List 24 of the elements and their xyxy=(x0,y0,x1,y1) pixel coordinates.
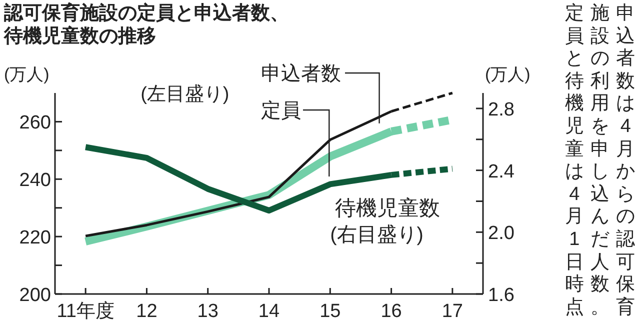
y-axis-title: (万人) xyxy=(4,65,50,84)
y-tick-label: 220 xyxy=(19,228,51,249)
text: 申込者数 xyxy=(261,63,341,85)
y2-axis-title: (万人) xyxy=(485,65,530,84)
series-label: 待機児童数 xyxy=(335,196,440,220)
y-tick-label: 260 xyxy=(19,112,51,134)
y-tick-label: 240 xyxy=(19,170,51,192)
x-tick-label: 13 xyxy=(197,301,218,322)
annotation: (右目盛り) xyxy=(330,224,424,246)
y2-tick-label: 2.4 xyxy=(488,161,515,182)
x-tick-label: 16 xyxy=(380,301,402,322)
x-tick-label: 17 xyxy=(442,301,463,322)
x-tick-label: 11年度 xyxy=(56,300,114,322)
x-tick-label: 15 xyxy=(320,301,341,322)
text: 申込者数は4月からの認可保育施設の利用を申し込んだ人数。定員と待機児童は4月1日時点 xyxy=(564,3,636,318)
y2-tick-label: 2.0 xyxy=(488,223,514,244)
y-tick-label: 200 xyxy=(19,285,51,306)
y2-tick-label: 2.8 xyxy=(488,99,514,120)
chart-title: 認可保育施設の定員と申込者数、待機児童数の推移 xyxy=(4,2,290,48)
x-tick-label: 12 xyxy=(136,301,158,322)
annotation: (左目盛り) xyxy=(140,84,230,105)
text: 定員 xyxy=(261,100,301,122)
x-tick-label: 14 xyxy=(258,301,280,322)
y2-tick-label: 1.6 xyxy=(488,285,514,306)
